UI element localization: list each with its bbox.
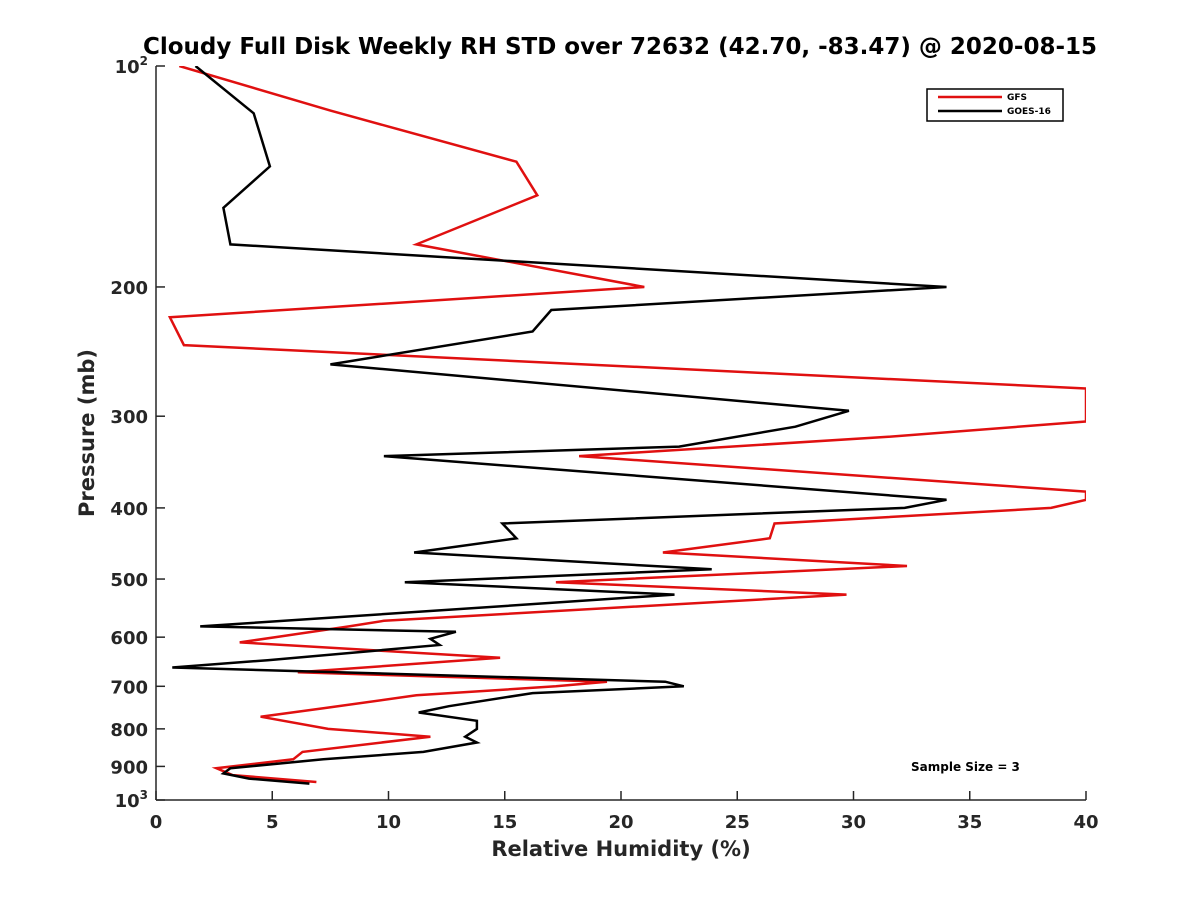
y-tick-label: 400 [110,499,148,520]
axes-layer: 0 5 10 15 20 25 30 35 40 102 200 300 400 500 600 700 800… [110,54,1098,833]
y-tick-label: 102 [115,54,148,78]
x-tick-label: 30 [841,812,866,833]
series-line-goes16 [172,66,947,785]
series-line-gfs [167,66,1086,784]
y-tick-label: 200 [110,278,148,299]
x-tick-label: 5 [266,812,279,833]
y-tick-label: 500 [110,570,148,591]
y-tick-label: 103 [115,788,148,812]
x-tick-label: 40 [1073,812,1098,833]
series-layer [167,66,1086,785]
x-tick-label: 10 [376,812,401,833]
legend-label-goes16: GOES-16 [1007,107,1051,117]
x-axis-label: Relative Humidity (%) [491,837,750,861]
legend-box [926,88,1064,122]
y-axis-label: Pressure (mb) [75,349,99,517]
x-tick-label: 25 [725,812,750,833]
legend: GFS GOES-16 [926,88,1064,122]
chart-title: Cloudy Full Disk Weekly RH STD over 7263… [143,34,1097,60]
y-tick-label: 800 [110,720,148,741]
sample-size-annotation: Sample Size = 3 [911,760,1020,774]
x-tick-label: 20 [608,812,633,833]
y-tick-label: 300 [110,407,148,428]
x-tick-label: 15 [492,812,517,833]
x-tick-label: 0 [150,812,163,833]
x-tick-label: 35 [957,812,982,833]
legend-label-gfs: GFS [1007,93,1027,103]
y-tick-label: 900 [110,757,148,778]
y-tick-label: 600 [110,628,148,649]
y-tick-label: 700 [110,677,148,698]
